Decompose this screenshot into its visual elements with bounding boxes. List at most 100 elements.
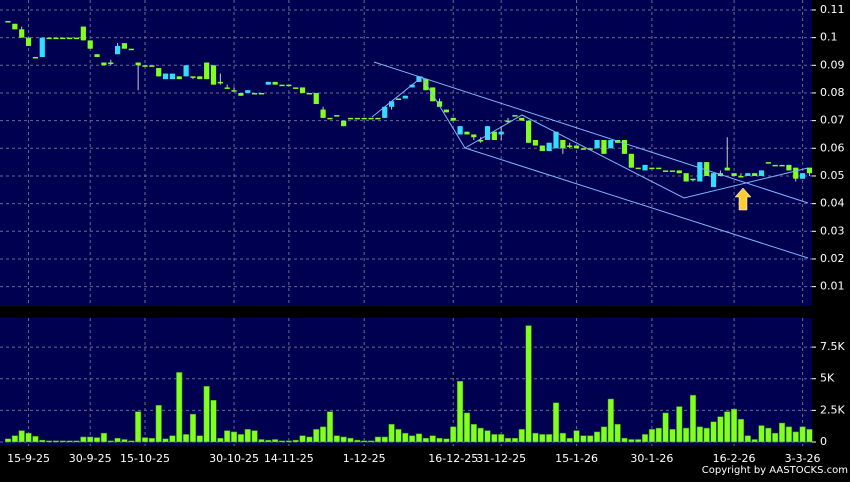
volume-bar	[141, 437, 149, 443]
grid	[0, 0, 812, 446]
volume-bar	[361, 440, 368, 443]
candle-body	[464, 131, 470, 135]
candle-body	[663, 170, 669, 172]
volume-bar	[189, 413, 196, 443]
candle-body	[238, 92, 244, 96]
candle-body	[224, 87, 230, 89]
volume-bar	[655, 427, 662, 443]
volume-bar	[539, 434, 546, 443]
volume-bar	[614, 424, 621, 443]
y-tick-label: 0.08	[820, 86, 845, 99]
volume-bar	[450, 426, 457, 443]
volume-bar	[792, 431, 799, 443]
volume-bar	[18, 430, 25, 443]
volume-bar	[600, 426, 608, 443]
candle-body	[156, 68, 162, 77]
candle-body	[389, 101, 395, 107]
copyright: Copyright by AASTOCKS.com	[702, 465, 848, 476]
volume-bar	[169, 435, 176, 443]
candle-body	[162, 73, 169, 80]
volume-bar	[183, 434, 190, 443]
y-tick-label: 0.01	[820, 280, 845, 293]
y-tick-label: 0.02	[820, 252, 845, 265]
candle-body	[279, 84, 285, 87]
volume-bar	[484, 430, 491, 443]
volume-bar	[717, 416, 724, 443]
candle-body	[341, 120, 347, 127]
candle-body	[87, 40, 93, 49]
y-tick-label: 0.11	[820, 3, 845, 16]
volume-bar	[758, 425, 765, 443]
candle-body	[245, 90, 251, 93]
volume-bar	[326, 411, 333, 443]
volume-bar	[203, 386, 210, 443]
volume-bar	[224, 430, 231, 443]
candle-body	[183, 65, 189, 77]
candle-body	[567, 145, 573, 148]
candle-body	[169, 73, 175, 80]
volume-bar	[724, 411, 731, 443]
candle-body	[697, 162, 703, 182]
candle-body	[587, 148, 593, 150]
candle-body	[53, 37, 59, 40]
candle-body	[67, 37, 73, 40]
candle-body	[498, 131, 504, 135]
channel-upper	[373, 61, 809, 204]
volume-bar	[265, 439, 272, 443]
volume-bar	[402, 432, 409, 443]
candle-body	[436, 101, 443, 107]
volume-bar	[710, 421, 717, 443]
y-tick-label: 0	[820, 435, 827, 448]
candle-body	[786, 164, 792, 171]
x-tick-label: 14-11-25	[264, 452, 314, 465]
candle-body	[443, 109, 449, 113]
volume-bar	[333, 435, 340, 443]
volume-bar	[59, 440, 66, 443]
volume-bar	[779, 422, 786, 443]
x-tick-label: 1-12-25	[343, 452, 386, 465]
volume-bar	[463, 412, 470, 443]
x-tick-label: 15-10-25	[120, 452, 170, 465]
volume-bar	[244, 429, 251, 443]
candle-body	[450, 117, 456, 121]
volume-bar	[580, 435, 587, 443]
candle-body	[731, 173, 737, 176]
x-tick-label: 31-12-25	[476, 452, 526, 465]
candle-body	[628, 153, 634, 168]
candle-body	[724, 167, 730, 171]
volume-bar	[395, 429, 402, 443]
candle-body	[382, 106, 388, 118]
volume-bar	[765, 427, 772, 443]
y-tick-label: 0.1	[820, 31, 838, 44]
volume-bar	[100, 432, 107, 443]
volume-bar	[587, 435, 594, 443]
candle-body	[745, 173, 751, 176]
candle-body	[354, 117, 360, 120]
volume-bar	[648, 429, 655, 443]
volume-bar	[546, 434, 553, 443]
candle-body	[12, 23, 18, 30]
volume-bar	[347, 437, 354, 443]
candle-body	[347, 117, 354, 120]
volume-bar	[46, 440, 53, 443]
volume-bar	[470, 424, 477, 443]
candle-body	[402, 95, 408, 99]
candle-body	[293, 87, 299, 89]
candle-body	[704, 162, 710, 176]
candle-body	[210, 65, 217, 85]
candle-body	[457, 126, 463, 135]
candle-body	[484, 126, 491, 140]
candle-body	[491, 131, 497, 140]
volume-bar	[669, 429, 676, 443]
candle-body	[39, 37, 45, 57]
candle-body	[60, 37, 66, 40]
volume-bar	[689, 394, 697, 443]
volume-bar	[320, 426, 327, 443]
y-tick-label: 0.07	[820, 114, 845, 127]
candle-body	[676, 170, 682, 174]
volume-bar	[491, 434, 498, 443]
candle-body	[46, 37, 52, 40]
candle-body	[80, 26, 86, 41]
candle-body	[532, 139, 539, 146]
